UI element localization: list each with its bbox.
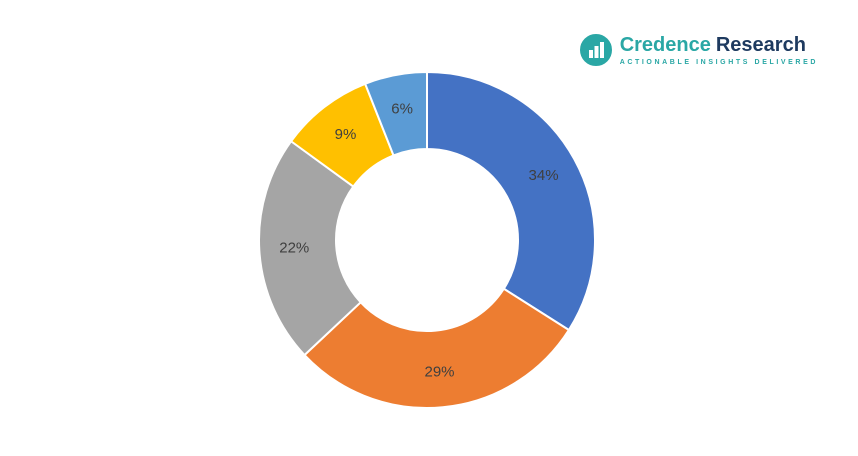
donut-label-segment-yellow: 9%: [335, 126, 357, 143]
donut-segment-blue: [426, 71, 596, 332]
donut-label-segment-blue: 34%: [529, 167, 559, 184]
donut-label-segment-gray: 22%: [279, 239, 309, 256]
donut-segment-gray: [258, 140, 362, 357]
brand-name: Credence Research: [620, 34, 818, 56]
brand-name-secondary: Research: [715, 34, 806, 56]
logo-text: Credence Research ACTIONABLE INSIGHTS DEL…: [620, 34, 818, 66]
donut-label-segment-lightblue: 6%: [391, 100, 413, 117]
bar-chart-circle-icon: [579, 34, 612, 66]
donut-segment-orange: [303, 287, 570, 409]
donut-segment-lightblue: [364, 71, 428, 157]
brand-name-primary: Credence: [619, 34, 711, 56]
brand-tagline: ACTIONABLE INSIGHTS DELIVERED: [619, 59, 818, 66]
credence-research-logo: Credence Research ACTIONABLE INSIGHTS DEL…: [579, 34, 818, 66]
donut-label-segment-orange: 29%: [425, 363, 455, 380]
